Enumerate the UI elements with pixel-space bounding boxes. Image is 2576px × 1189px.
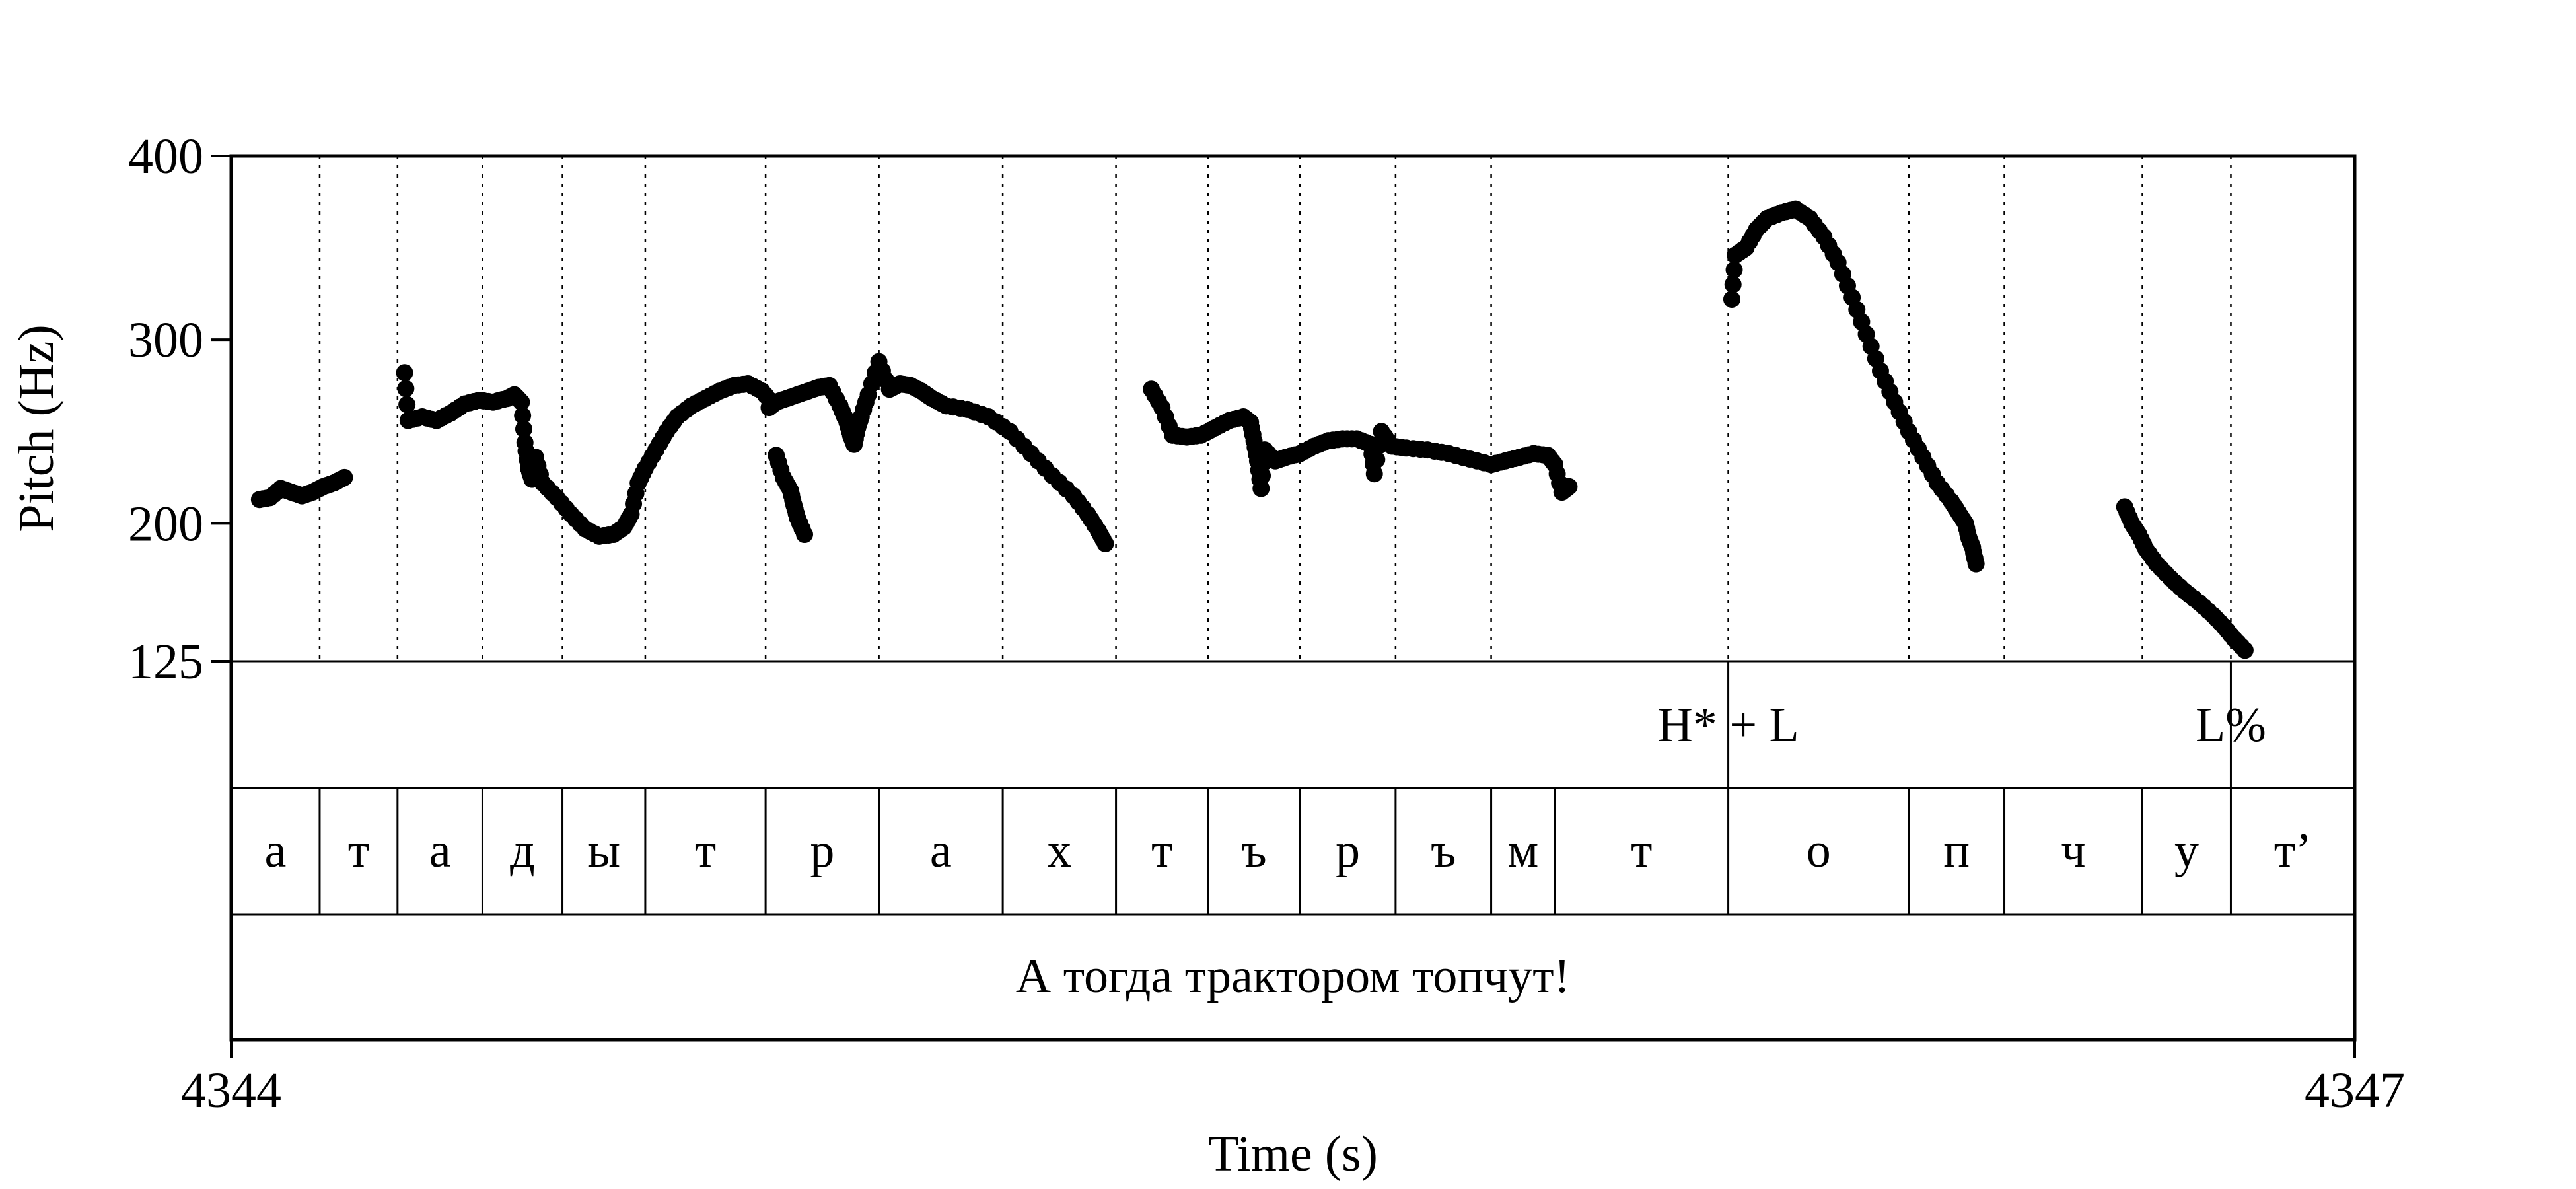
pitch-point <box>514 407 532 425</box>
pitch-point <box>1724 275 1742 293</box>
phone-label: м <box>1507 824 1538 878</box>
phone-label: т <box>1631 824 1652 878</box>
pitch-point <box>1096 534 1114 552</box>
phone-label: ч <box>2061 824 2085 878</box>
x-tick-label: 4344 <box>181 1063 281 1118</box>
x-tick-label: 4347 <box>2305 1063 2405 1118</box>
sentence-label: А тогда трактором топчут! <box>1016 949 1570 1003</box>
pitch-point <box>396 364 413 382</box>
pitch-point <box>2236 641 2254 659</box>
phone-label: п <box>1943 824 1970 878</box>
phone-label: т <box>695 824 716 878</box>
phone-label: ъ <box>1431 824 1456 878</box>
y-axis-title: Pitch (Hz) <box>9 324 64 532</box>
phone-label: ъ <box>1241 824 1266 878</box>
pitch-point <box>336 468 353 486</box>
pitch-point <box>515 420 532 438</box>
phone-label: ы <box>587 824 620 878</box>
phone-label: р <box>810 824 834 878</box>
plot-frame <box>229 154 2357 1042</box>
y-tick-label: 125 <box>128 634 203 690</box>
pitch-point <box>1368 450 1386 468</box>
phone-label: о <box>1807 824 1831 878</box>
y-tick-label: 300 <box>128 312 203 368</box>
phone-label: р <box>1336 824 1360 878</box>
x-axis-title: Time (s) <box>1208 1126 1378 1182</box>
pitch-point <box>1252 480 1270 497</box>
y-tick-label: 200 <box>128 496 203 552</box>
pitch-point <box>513 393 530 411</box>
pitch-point <box>1560 478 1578 495</box>
phone-label: д <box>510 824 535 878</box>
annotation-tiers: H* + L L%а т а д ы т р а х т ъ р ъ м т о п ч у т’А тогда тра… <box>265 661 2312 1003</box>
pitch-points <box>250 200 2254 659</box>
pitch-point <box>1967 555 1985 573</box>
pitch-point <box>1723 290 1740 308</box>
tone-label: H* + L <box>1657 698 1799 752</box>
phone-label: а <box>265 824 287 878</box>
y-tick-label: 400 <box>128 129 203 184</box>
pitch-point <box>796 526 814 544</box>
pitch-point <box>397 380 415 398</box>
segment-boundaries <box>318 156 2232 661</box>
pitch-point <box>1365 465 1383 483</box>
phone-label: х <box>1047 824 1071 878</box>
phone-label: т <box>348 824 369 878</box>
pitch-point <box>1725 261 1743 279</box>
phone-label: а <box>429 824 451 878</box>
phone-label: у <box>2174 824 2199 878</box>
phone-label: т <box>1151 824 1172 878</box>
pitch-point <box>398 396 416 414</box>
phone-label: т’ <box>2274 824 2312 878</box>
tone-label: L% <box>2196 698 2266 752</box>
axes: 125 200 300 400 4344 4347 Time (s) Pitch (Hz) <box>9 129 2405 1182</box>
pitch-point <box>1254 467 1271 485</box>
phone-label: а <box>930 824 952 878</box>
